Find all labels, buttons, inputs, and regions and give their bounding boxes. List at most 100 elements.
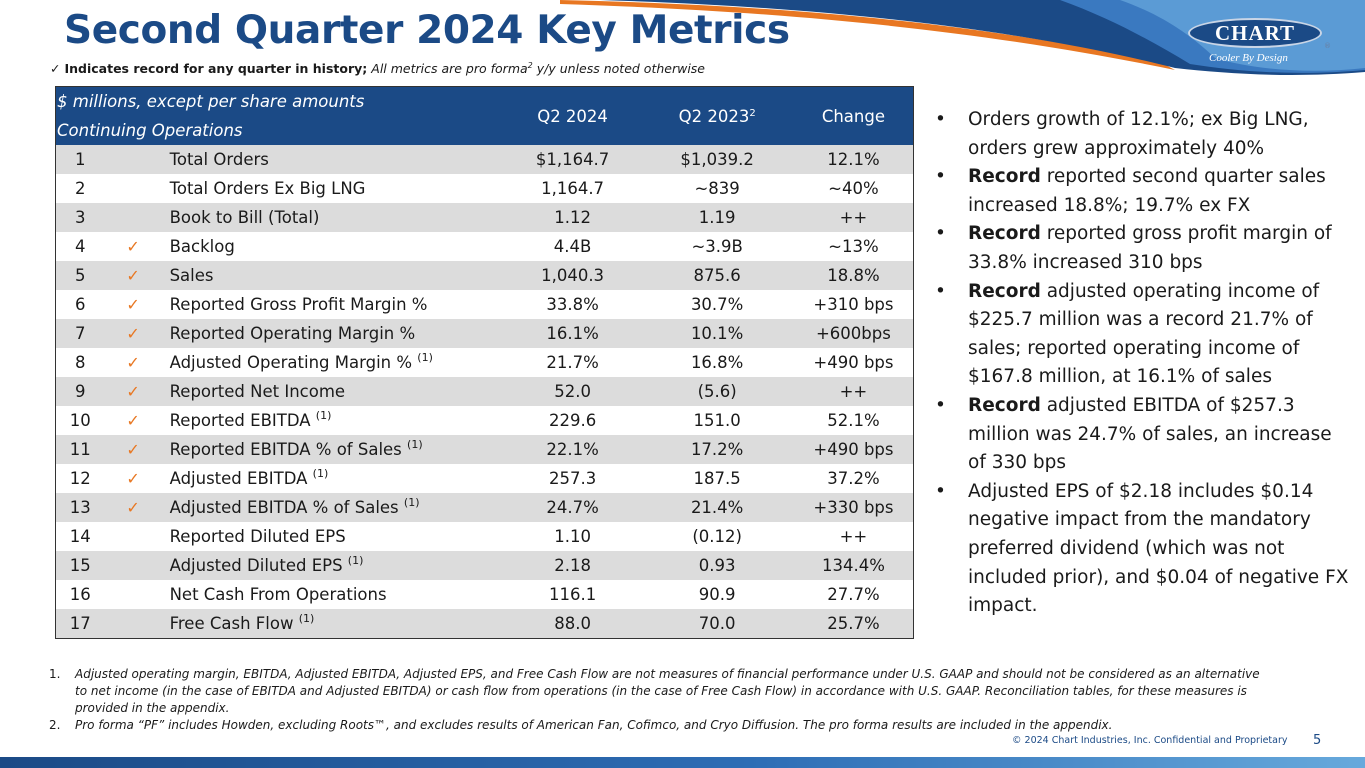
subtitle-sup: 2 [527,61,533,70]
record-check-icon: ✓ [126,411,140,430]
row-number: 8 [74,353,86,372]
metric-name: Reported EBITDA (1) [162,406,505,435]
value-q2-2024: 1.12 [504,203,641,232]
value-q2-2023: ~3.9B [691,237,743,256]
highlight-item: • Record adjusted operating income of $22… [935,278,1355,392]
value-q2-2024: 24.7% [504,493,641,522]
highlight-item: • Record adjusted EBITDA of $257.3 millio… [935,392,1355,478]
table-row: 14 Reported Diluted EPS 1.10 (0.12) ++ [56,522,914,551]
footnote-item: 2. Pro forma “PF” includes Howden, exclud… [49,717,1269,734]
page-title: Second Quarter 2024 Key Metrics [64,8,790,53]
metric-name: Adjusted EBITDA % of Sales (1) [161,493,505,522]
value-q2-2023: 30.7% [690,295,744,314]
table-row: 2 Total Orders Ex Big LNG 1,164.7 ~839 ~40% [56,174,914,203]
col-header-change: Change [793,86,914,145]
highlight-record-label: Record [968,166,1041,188]
value-q2-2024: 21.7% [546,353,599,372]
value-q2-2024: 257.3 [548,469,597,488]
value-q2-2024: 16.1% [504,319,641,348]
record-check-icon: ✓ [104,435,162,464]
metric-name: Adjusted EBITDA (1) [162,464,505,493]
value-q2-2023: 1.19 [640,203,794,232]
copyright: © 2024 Chart Industries, Inc. Confidenti… [1012,735,1288,746]
value-change: ++ [793,377,914,406]
row-number: 15 [55,551,105,580]
value-change: ~13% [828,237,879,256]
highlight-text: adjusted operating income of $225.7 mill… [968,280,1320,388]
footnotes: 1. Adjusted operating margin, EBITDA, Adj… [49,666,1269,734]
row-number: 5 [55,261,105,290]
metric-name: Total Orders Ex Big LNG [162,174,505,203]
bullet-icon: • [935,223,946,245]
metric-footnote-ref: (1) [312,467,329,480]
highlight-item: • Record reported gross profit margin of … [935,220,1355,277]
value-q2-2023: (0.12) [692,527,742,546]
metric-name: Book to Bill (Total) [161,203,505,232]
logo-tagline: Cooler By Design [1209,52,1288,64]
table-row: 3 Book to Bill (Total) 1.12 1.19 ++ [55,203,914,232]
page-number: 5 [1313,733,1322,748]
row-number: 6 [74,295,86,314]
metric-name: Reported Gross Profit Margin % [162,290,505,319]
table-header-row: $ millions, except per share amounts Con… [55,86,914,145]
record-check-icon [104,145,162,174]
table-row: 5 ✓ Sales 1,040.3 875.6 18.8% [55,261,914,290]
row-number: 11 [55,435,105,464]
metric-label: Reported Gross Profit Margin % [169,295,428,314]
metric-label: Reported Operating Margin % [169,324,416,343]
value-q2-2023: 16.8% [690,353,744,372]
record-check-icon [104,203,162,232]
highlight-text: reported gross profit margin of 33.8% in… [968,223,1332,273]
col-header-q2-2023-sup: 2 [749,107,756,119]
metric-name: Sales [161,261,505,290]
table-row: 16 Net Cash From Operations 116.1 90.9 27.7% [56,580,914,609]
logo-wordmark: CHART [1214,21,1296,45]
metric-footnote-ref: (1) [315,409,332,422]
value-q2-2024: 2.18 [504,551,641,580]
subtitle-bold: Indicates record for any quarter in hist… [64,61,368,77]
value-change: 12.1% [793,145,914,174]
bullet-icon: • [935,480,946,502]
row-number: 9 [55,377,105,406]
value-change: 18.8% [793,261,914,290]
value-change: 52.1% [827,411,880,430]
metric-name: Reported EBITDA % of Sales (1) [161,435,505,464]
row-number: 13 [55,493,105,522]
row-number: 12 [69,469,91,488]
metric-label: Reported Diluted EPS [169,527,346,546]
value-change: 37.2% [827,469,880,488]
table-row: 9 ✓ Reported Net Income 52.0 (5.6) ++ [55,377,914,406]
subtitle-italic-a: All metrics are pro forma [371,61,528,77]
metric-footnote-ref: (1) [407,438,423,451]
record-check-icon: ✓ [126,469,140,488]
value-q2-2023: $1,039.2 [640,145,794,174]
row-number: 4 [74,237,86,256]
table-row: 1 Total Orders $1,164.7 $1,039.2 12.1% [55,145,914,174]
metric-name: Reported Operating Margin % [161,319,505,348]
highlight-text: Adjusted EPS of $2.18 includes $0.14 neg… [968,480,1349,617]
value-change: 134.4% [793,551,914,580]
col-header-q2-2023: Q2 20232 [640,86,794,145]
table-header-line2: Continuing Operations [57,121,243,140]
value-q2-2023: 0.93 [640,551,794,580]
metric-label: Adjusted Diluted EPS [169,556,343,575]
value-q2-2023: 90.9 [698,585,736,604]
record-check-icon: ✓ [104,493,162,522]
logo-oval [1188,18,1322,48]
metric-footnote-ref: (1) [347,554,364,567]
metric-name: Reported Net Income [161,377,505,406]
value-q2-2023: 187.5 [693,469,741,488]
value-change: +600bps [793,319,914,348]
value-q2-2024: 4.4B [553,237,592,256]
row-number: 7 [55,319,105,348]
record-check-icon [104,609,162,639]
footer-bar [0,757,1365,768]
table-row: 10 ✓ Reported EBITDA (1) 229.6 151.0 52.1% [56,406,914,435]
table-row: 11 ✓ Reported EBITDA % of Sales (1) 22.1% 17… [55,435,914,464]
table-row: 4 ✓ Backlog 4.4B ~3.9B ~13% [56,232,914,261]
highlight-record-label: Record [968,394,1041,416]
footnote-number: 2. [49,718,61,732]
value-q2-2024: 88.0 [504,609,641,639]
value-change: +490 bps [813,353,894,372]
value-change: ++ [793,203,914,232]
